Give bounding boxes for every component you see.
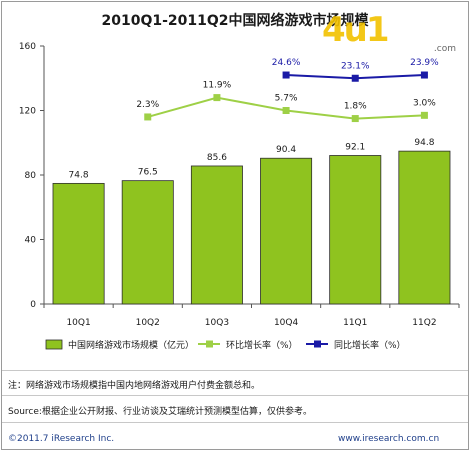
legend-marker (314, 340, 321, 348)
divider (2, 395, 468, 396)
website-text: www.iresearch.com.cn (338, 434, 440, 444)
y-tick-label: 120 (19, 107, 36, 117)
line-marker (282, 107, 290, 114)
x-tick-label: 10Q1 (66, 318, 90, 328)
bar (121, 180, 174, 305)
bar (52, 182, 105, 305)
line-marker (282, 71, 290, 79)
line-marker (144, 113, 152, 121)
bar-value-label: 85.6 (207, 153, 227, 163)
growth-label: 3.0% (413, 98, 436, 108)
bar-value-label: 90.4 (276, 145, 296, 155)
growth-label: 1.8% (344, 102, 367, 112)
legend-marker (206, 340, 213, 348)
note-text: 注：网络游戏市场规模指中国内地网络游戏用户付费金额总和。 (8, 381, 261, 391)
line-marker (420, 111, 428, 119)
yoy-label: 23.9% (410, 58, 439, 68)
y-tick-label: 40 (25, 236, 37, 246)
logo-domain: .com (433, 44, 456, 54)
bar (190, 165, 243, 305)
chart-svg: 0 40 80 120 160 10Q1 10Q2 10Q3 10Q4 11Q1 11Q2 74.8 7… (19, 42, 460, 351)
divider (2, 370, 468, 371)
watermark-logo: 4u1 .com (322, 10, 462, 54)
line-marker (420, 71, 428, 79)
legend-swatch (45, 339, 63, 350)
bar-value-label: 94.8 (414, 138, 434, 148)
bar (398, 150, 451, 305)
notes-panel: 注：网络游戏市场规模指中国内地网络游戏用户付费金额总和。 Source:根据企业… (2, 370, 468, 449)
y-tick-label: 0 (30, 300, 36, 310)
y-tick-label: 80 (25, 171, 37, 181)
bar-value-label: 92.1 (345, 142, 365, 152)
divider (2, 422, 468, 423)
bar (329, 155, 382, 305)
x-tick-label: 10Q4 (274, 318, 299, 328)
legend-label: 同比增长率（%） (334, 339, 406, 351)
logo-text: 4u1 (322, 10, 390, 50)
y-tick-label: 160 (19, 42, 36, 52)
yoy-label: 24.6% (272, 58, 301, 68)
x-tick-label: 10Q3 (205, 318, 229, 328)
source-text: Source:根据企业公开财报、行业访谈及艾瑞统计预测模型估算，仅供参考。 (8, 407, 312, 417)
x-tick-label: 11Q2 (412, 318, 436, 328)
bar-value-label: 76.5 (138, 168, 158, 178)
line-marker (213, 94, 221, 102)
x-tick-label: 11Q1 (343, 318, 367, 328)
growth-label: 5.7% (275, 94, 298, 104)
growth-label: 2.3% (136, 100, 159, 110)
bar-value-label: 74.8 (69, 170, 89, 180)
bar (260, 157, 313, 305)
x-tick-label: 10Q2 (136, 318, 160, 328)
yoy-label: 23.1% (341, 61, 370, 71)
line-marker (351, 74, 359, 82)
growth-label: 11.9% (203, 81, 232, 91)
line-marker (351, 115, 359, 123)
copyright-text: ©2011.7 iResearch Inc. (8, 434, 115, 444)
chart-title: 2010Q1-2011Q2中国网络游戏市场规模 (101, 13, 369, 29)
legend-label: 中国网络游戏市场规模（亿元） (68, 339, 194, 351)
legend-label: 环比增长率（%） (226, 339, 298, 351)
